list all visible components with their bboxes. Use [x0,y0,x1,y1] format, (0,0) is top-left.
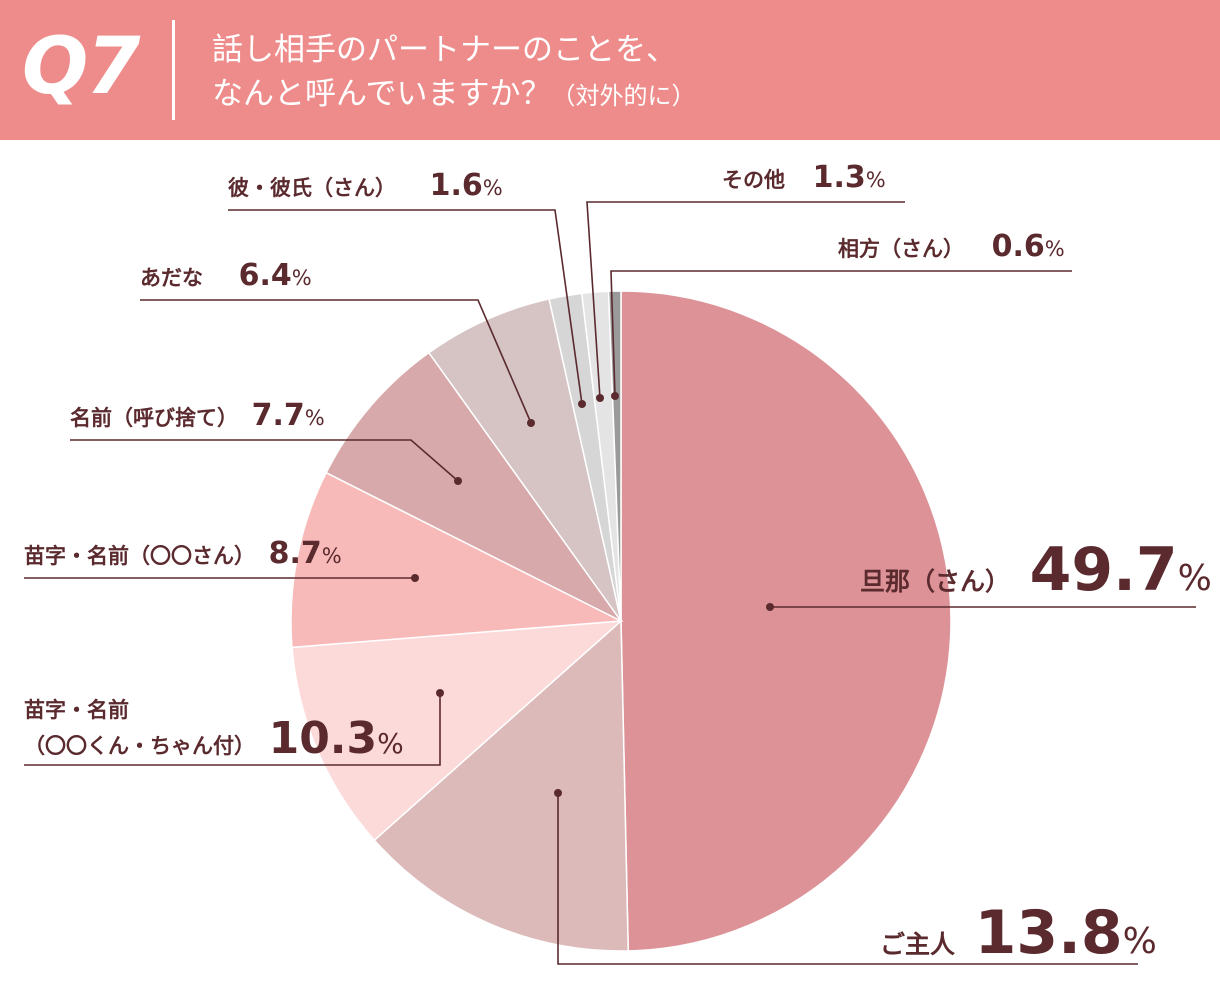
leader-dot-yobisute [454,477,462,485]
leader-line-yobisute [70,439,459,482]
leader-dot-goshujin [554,789,562,797]
leader-line-adana [140,299,532,424]
pie-slice-yobisute [325,351,622,622]
pie-slice-goshujin [373,619,630,952]
label-myoji-san-pct: % [321,544,342,568]
label-danna-value: 49.7 [1029,535,1178,605]
leader-line-goshujin [557,793,1138,965]
leader-dot-adana [527,419,535,427]
title-line-2-text: なんと呼んでいますか？ [212,76,552,112]
leader-line-kare [228,209,583,405]
pie-slice-aikata [607,290,622,622]
question-number: Q7 [22,22,141,112]
label-myoji-kun-pct: % [377,727,404,760]
leader-line-sonota [586,201,905,399]
label-yobisute-name: 名前（呼び捨て） [70,406,238,430]
label-adana: あだな 6.4% [140,258,312,293]
leader-line-aikata [610,270,1072,397]
leader-dot-kare [578,400,586,408]
label-kare-pct: % [482,176,503,200]
label-aikata: 相方（さん） 0.6% [838,229,1065,264]
label-myoji-san-value: 8.7 [268,536,322,571]
leader-lines [24,201,1196,965]
label-goshujin-value: 13.8 [974,898,1123,968]
label-yobisute-pct: % [304,406,325,430]
leader-dot-danna [766,603,774,611]
pie-slices [290,290,952,952]
label-sonota-name: その他 [722,168,785,192]
leader-dot-aikata [611,392,619,400]
label-goshujin-name: ご主人 [880,930,956,959]
label-myoji-san: 苗字・名前（〇〇さん） 8.7% [24,536,342,571]
leader-dot-sonota [596,394,604,402]
label-danna-name: 旦那（さん） [860,567,1011,596]
label-goshujin: ご主人 13.8% [880,898,1157,968]
title-line-2: なんと呼んでいますか？（対外的に） [212,72,1192,118]
label-aikata-value: 0.6 [991,229,1045,264]
label-myoji-kun-name-1: 苗字・名前 [24,698,129,722]
pie-slice-myoji-san [290,471,624,649]
label-kare-value: 1.6 [429,168,483,203]
label-aikata-name: 相方（さん） [838,237,964,261]
label-kare-name: 彼・彼氏（さん） [228,176,396,200]
leader-dots [411,392,774,797]
question-header: Q7 話し相手のパートナーのことを、 なんと呼んでいますか？（対外的に） [0,0,1220,140]
header-divider [172,20,175,120]
label-sonota-value: 1.3 [812,160,866,195]
label-yobisute-value: 7.7 [251,398,305,433]
title-line-1: 話し相手のパートナーのことを、 [212,32,677,68]
label-goshujin-pct: % [1122,921,1157,962]
leader-dot-myoji-san [411,574,419,582]
title-note: （対外的に） [551,82,696,110]
label-myoji-kun-line1: 苗字・名前 [24,694,129,724]
label-myoji-san-name: 苗字・名前（〇〇さん） [24,544,255,568]
label-adana-name: あだな [140,266,203,290]
pie-slice-myoji-kun [291,620,624,842]
label-myoji-kun-name-2: （〇〇くん・ちゃん付） [24,734,255,758]
pie-slice-danna [620,290,952,952]
label-yobisute: 名前（呼び捨て） 7.7% [70,398,325,433]
label-myoji-kun: （〇〇くん・ちゃん付） 10.3% [24,713,404,764]
label-adana-value: 6.4 [238,258,292,293]
question-title: 話し相手のパートナーのことを、 なんと呼んでいますか？（対外的に） [212,28,1192,118]
label-danna-pct: % [1177,558,1212,599]
leader-line-myoji-kun [24,693,441,766]
label-sonota: その他 1.3% [722,160,886,195]
label-adana-pct: % [291,266,312,290]
label-danna: 旦那（さん） 49.7% [860,535,1212,605]
leader-dot-myoji-kun [436,689,444,697]
label-aikata-pct: % [1044,237,1065,261]
label-myoji-kun-value: 10.3 [268,713,378,764]
label-sonota-pct: % [865,168,886,192]
label-kare: 彼・彼氏（さん） 1.6% [228,168,503,203]
